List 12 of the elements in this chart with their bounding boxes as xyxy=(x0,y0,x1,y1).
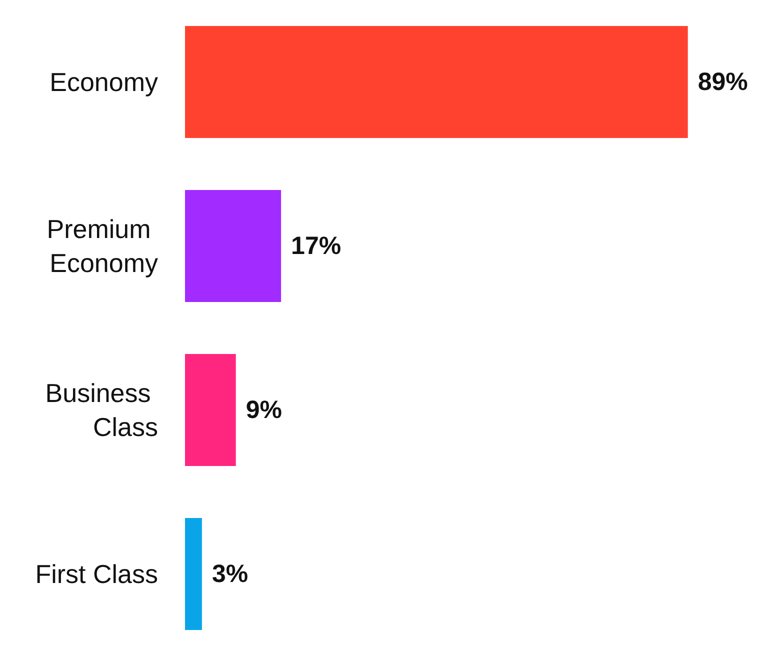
bar xyxy=(185,354,236,466)
y-tick-label: Economy xyxy=(50,67,158,97)
data-label: 17% xyxy=(291,232,342,260)
bar xyxy=(185,518,202,630)
data-label: 9% xyxy=(246,396,282,424)
y-tick-label: Business Class xyxy=(45,378,158,442)
data-label: 89% xyxy=(698,68,748,96)
data-label: 3% xyxy=(212,560,248,588)
y-tick-label: First Class xyxy=(35,559,158,589)
y-tick-label: Premium Economy xyxy=(46,214,158,278)
bar xyxy=(185,26,688,138)
bar xyxy=(185,190,282,302)
